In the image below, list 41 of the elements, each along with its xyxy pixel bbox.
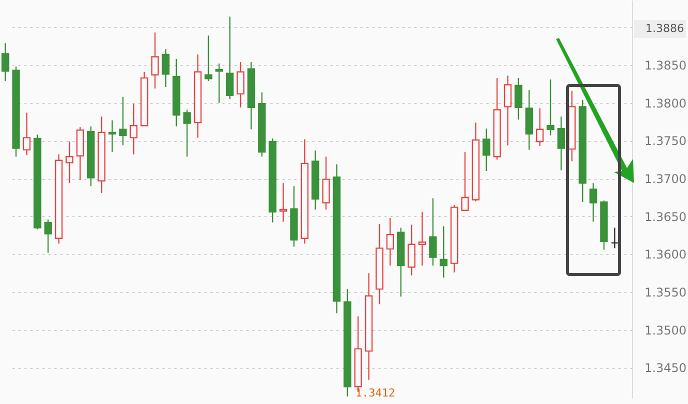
candlestick [408,224,416,276]
y-tick-label: 1.3750 [644,134,686,148]
candlestick [22,112,31,156]
candlestick [236,61,244,108]
candlestick [418,211,426,266]
y-tick-label: 1.3650 [644,210,686,224]
y-tick-label: 1.3800 [644,96,686,110]
candlestick [461,151,469,212]
candlestick [279,182,288,222]
candlestick [482,128,490,172]
text: 1.3886 [634,20,686,38]
y-tick-label: 1.3700 [644,172,686,186]
candlestick [514,77,522,120]
annotation: 1.3412 [355,386,396,400]
candlestick [557,116,566,171]
candlestick [546,78,554,136]
candlestick [215,62,223,104]
candlestick [440,226,448,278]
candlestick [108,120,116,153]
candlestick [204,34,212,82]
candlestick [386,217,394,266]
candlestick [536,108,544,147]
y-tick-label: 1.3550 [644,286,686,300]
candlestick [226,16,234,100]
candlestick [1,42,10,82]
candlestick [130,103,138,155]
candlestick [504,75,512,146]
candlestick [429,198,437,266]
candlestick [66,140,74,184]
candlestick [183,109,191,158]
candlestick [119,96,127,146]
y-tick-label: 1.3850 [644,58,686,73]
candlestick [322,156,330,210]
y-tick-label: 1.3500 [644,323,686,338]
y-tick-label: 1.3450 [644,361,686,376]
candlestick [610,227,619,249]
candlestick [162,48,170,88]
candlestick [44,218,52,254]
candlestick [151,32,159,90]
y-tick-label: 1.3600 [644,248,686,262]
candlestick [589,182,598,222]
